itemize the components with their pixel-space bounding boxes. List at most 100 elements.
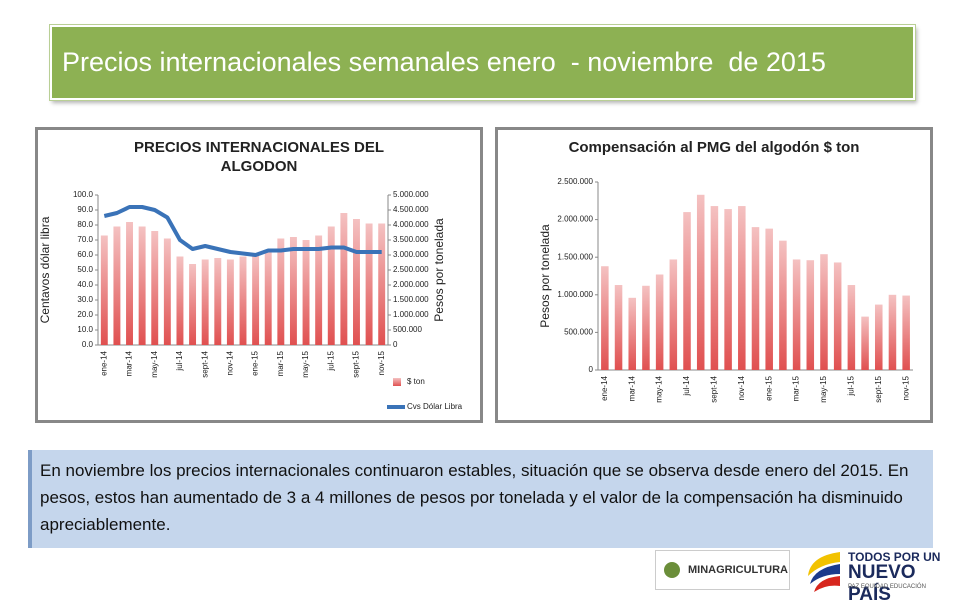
chart-panel: Compensación al PMG del algodón $ ton 0 5… [495,127,933,423]
summary-text: En noviembre los precios internacionales… [28,450,933,548]
bar [302,240,310,345]
bar [264,250,272,345]
line [103,205,382,257]
bar [738,206,746,370]
bar [765,228,773,370]
x-tick-label: mar-14 [627,375,636,401]
tick-label: 5.000.000 [393,190,429,199]
x-tick-label: may-15 [819,375,828,402]
tick-label: 0 [589,365,594,374]
bar [888,294,897,370]
tick-label: 60.0 [77,250,93,259]
bar [642,285,650,370]
x-tick-label: sept-15 [874,375,883,402]
bar [100,235,108,345]
tick-label: 70.0 [77,235,93,244]
y2-axis-label: Pesos por tonelada [432,218,446,322]
bar [340,213,348,345]
x-tick-label: nov-15 [901,375,910,400]
bar [724,209,732,370]
tick-label: 30.0 [77,295,93,304]
bar [239,256,247,345]
bar [113,226,121,345]
bar [902,295,910,370]
logo-text: PAZ EQUIDAD EDUCACIÓN [848,584,926,590]
x-tick-label: sept-14 [710,375,719,402]
x-tick-label: jul-14 [682,375,691,396]
y-axis-label: Pesos por tonelada [538,224,552,328]
tick-label: 90.0 [77,205,93,214]
bar [378,223,386,345]
x-tick-label: jul-15 [326,350,335,371]
bar [365,223,373,345]
x-tick-label: ene-15 [251,350,260,375]
bar [806,260,815,370]
legend-swatch [393,378,401,386]
x-tick-label: mar-15 [792,375,801,401]
tick-label: 100.0 [73,190,94,199]
bar [847,285,856,370]
bar [252,255,260,345]
bar [126,222,133,345]
bar [710,206,719,370]
x-tick-label: may-14 [150,350,159,377]
logo-emblem [808,552,840,592]
bar [779,240,787,370]
tick-label: 0.0 [82,340,94,349]
bar [226,259,234,345]
tick-label: 3.000.000 [393,250,429,259]
tick-label: 1.000.000 [557,290,593,299]
bar [163,238,171,345]
x-tick-label: may-15 [301,350,310,377]
x-tick-label: nov-14 [226,350,235,375]
slide-title: Precios internacionales semanales enero … [50,25,915,100]
chart: 0.0 10.0 20.0 30.0 40.0 50.0 60.0 70.0 80.0 90.0 1… [38,190,463,411]
bar [628,297,637,370]
logo-text: TODOS POR UN [848,550,941,564]
bar [669,259,678,370]
x-tick-label: sept-14 [200,350,209,377]
x-tick-label: ene-14 [99,350,108,375]
logo-text: MINAGRICULTURA [688,564,789,576]
legend-label: Cvs Dólar Libra [407,402,463,411]
tick-label: 3.500.000 [393,235,429,244]
tick-label: 1.500.000 [557,252,593,261]
ministry-logo: MINAGRICULTURA [655,550,790,590]
bar [277,238,285,345]
x-tick-label: mar-15 [276,350,285,376]
bar [861,316,869,370]
chart-title: Compensación al PMG del algodón $ ton [568,139,860,156]
bar [792,259,801,370]
tick-label: 4.500.000 [393,205,429,214]
tick-label: 2.500.000 [557,177,593,186]
tick-label: 500.000 [564,328,593,337]
bar [138,226,146,345]
bar [201,259,209,345]
bar [601,266,609,370]
x-tick-label: nov-14 [737,375,746,400]
bar [214,258,222,345]
x-tick-label: may-14 [655,375,664,402]
bar [751,227,760,370]
bar [614,285,623,370]
bar [820,254,828,370]
tick-label: 1.000.000 [393,310,429,319]
chart-title: PRECIOS INTERNACIONALES DEL ALGODON [133,139,385,175]
logo-emblem [664,562,680,578]
bar [655,274,664,370]
tick-label: 10.0 [77,325,93,334]
tick-label: 2.000.000 [393,280,429,289]
bar [874,304,883,370]
bar [189,264,197,345]
tick-label: 80.0 [77,220,93,229]
chart: 0 500.000 1.000.000 1.500.000 2.000.000 2.500… [538,177,913,403]
bar [696,194,705,370]
bar [353,219,360,345]
tick-label: 2.500.000 [393,265,429,274]
bar [327,226,335,345]
x-tick-label: ene-15 [764,375,773,400]
tick-label: 20.0 [77,310,93,319]
bar [289,237,297,345]
tick-label: 4.000.000 [393,220,429,229]
